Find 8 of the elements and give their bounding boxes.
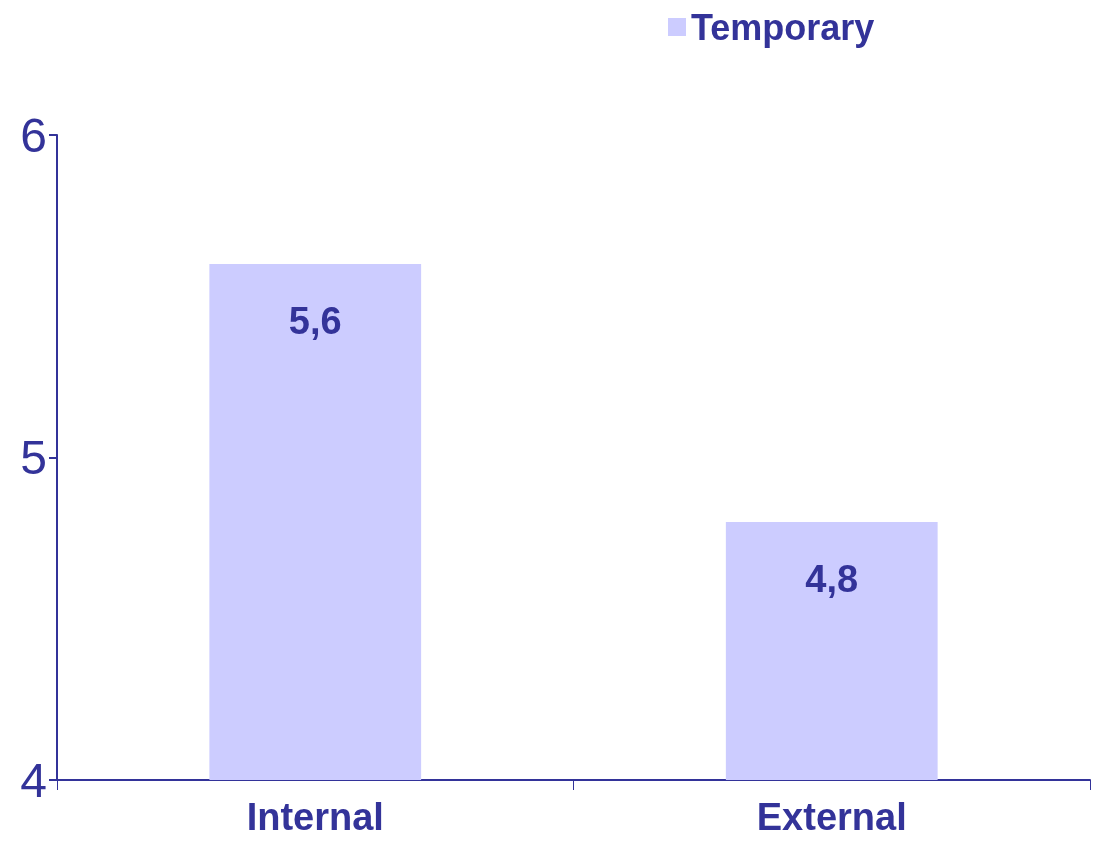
y-tick-label: 4 xyxy=(20,753,47,807)
x-tick-label: Internal xyxy=(246,796,384,838)
data-label: 5,6 xyxy=(288,300,342,342)
legend-label: Temporary xyxy=(691,6,875,48)
y-tick-label: 5 xyxy=(20,431,47,484)
y-tick-label: 6 xyxy=(20,108,47,162)
x-tick-label: External xyxy=(756,796,907,838)
data-label: 4,8 xyxy=(805,558,859,600)
